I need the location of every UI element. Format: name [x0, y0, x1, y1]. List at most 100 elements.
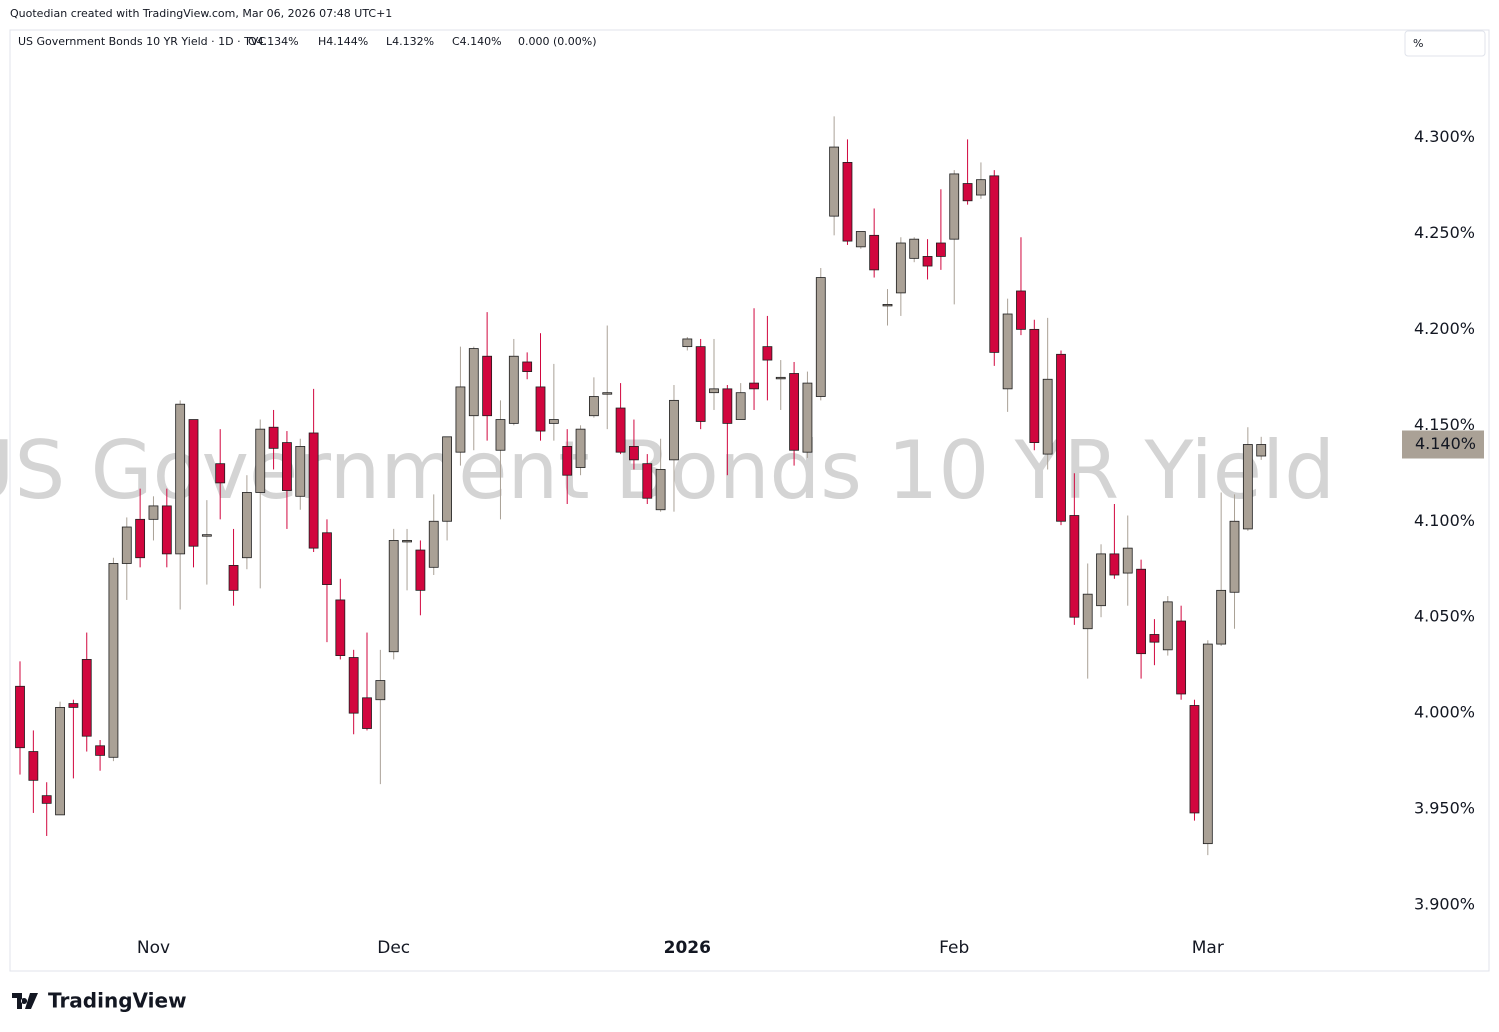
candle: [1056, 350, 1066, 526]
candle: [735, 383, 746, 420]
candle-body: [962, 183, 973, 202]
candle: [1176, 605, 1187, 700]
candle-body: [655, 469, 666, 511]
brand-name: TradingView: [48, 989, 187, 1013]
candle-body: [735, 392, 746, 420]
candle-body: [935, 242, 946, 257]
candle-body: [28, 751, 39, 781]
candle: [535, 333, 546, 441]
candle: [228, 528, 239, 606]
candle-body: [455, 386, 466, 453]
unit-button[interactable]: [1404, 30, 1486, 57]
candle: [415, 540, 426, 616]
candle: [1042, 317, 1053, 470]
candle-body: [442, 436, 452, 522]
candle: [922, 239, 933, 280]
candle: [215, 429, 226, 520]
candle-body: [1202, 643, 1213, 845]
candle: [749, 308, 759, 410]
candle-body: [108, 563, 119, 758]
candle-body: [669, 399, 679, 461]
candle-body: [482, 355, 493, 417]
candle: [308, 388, 319, 552]
candle-body: [775, 376, 786, 380]
x-tick-label: 2026: [664, 938, 711, 958]
candle-body: [629, 446, 639, 461]
candle-body: [548, 419, 559, 424]
candle: [949, 170, 960, 305]
candle: [802, 371, 813, 458]
candle-body: [268, 426, 279, 449]
y-tick-label: 3.900%: [1414, 895, 1475, 914]
candle-body: [175, 403, 186, 555]
candle-body: [815, 277, 826, 397]
candle-body: [335, 599, 346, 656]
candle: [322, 519, 332, 643]
candle: [1229, 494, 1240, 629]
candle-body: [388, 540, 399, 653]
candle-body: [1189, 705, 1200, 814]
candle: [362, 632, 372, 731]
candle-body: [602, 392, 613, 395]
candle-body: [68, 703, 79, 708]
candle: [201, 500, 212, 585]
candle: [121, 517, 132, 600]
ohlc-readout: 0.000 (0.00%): [518, 35, 597, 48]
candle-body: [949, 173, 960, 240]
candle-body: [508, 355, 519, 424]
candle: [895, 237, 906, 316]
x-tick-label: Dec: [377, 938, 410, 958]
candle: [709, 338, 719, 410]
candle: [468, 346, 479, 451]
candle: [188, 419, 199, 568]
y-tick-label: 4.300%: [1414, 127, 1475, 146]
ohlc-readout: H4.144%: [318, 35, 368, 48]
candle: [348, 649, 359, 735]
candle-body: [869, 234, 880, 271]
ohlc-readout: O4.134%: [248, 35, 299, 48]
symbol-title: US Government Bonds 10 YR Yield · 1D · T…: [18, 35, 266, 48]
candle: [428, 494, 439, 575]
y-tick-label: 4.100%: [1414, 511, 1475, 530]
candle: [508, 338, 519, 426]
candle: [562, 429, 573, 504]
candle: [402, 528, 412, 591]
candle-body: [1082, 593, 1093, 630]
candle: [241, 475, 252, 570]
y-tick-label: 4.250%: [1414, 223, 1475, 242]
candle-body: [922, 256, 933, 267]
chart-frame: [9, 29, 1490, 972]
candle: [682, 337, 693, 351]
candle-body: [829, 146, 840, 217]
candle: [962, 139, 973, 205]
candle-body: [522, 361, 533, 372]
last-price-tag: [1402, 430, 1484, 459]
candle-body: [295, 446, 306, 497]
candle-body: [375, 680, 386, 701]
y-tick-label: 4.200%: [1414, 319, 1475, 338]
candle: [1096, 544, 1106, 618]
candle-body: [282, 442, 292, 491]
candle: [669, 385, 679, 512]
candle-body: [308, 432, 319, 549]
candle: [855, 231, 866, 249]
candle-body: [562, 446, 573, 476]
candle-body: [709, 388, 719, 394]
candle-body: [322, 532, 332, 585]
candle-body: [1029, 328, 1040, 443]
candle: [135, 488, 146, 568]
candle: [1162, 596, 1173, 656]
candle: [815, 267, 826, 401]
candle: [1216, 492, 1227, 646]
candle: [41, 782, 52, 836]
candle-body: [789, 373, 799, 451]
candle-body: [95, 745, 105, 756]
candle: [1029, 319, 1040, 451]
candle: [522, 352, 533, 380]
candle-body: [695, 346, 706, 422]
candle-body: [1162, 601, 1173, 651]
candle-body: [642, 463, 653, 499]
candle-body: [1136, 568, 1146, 655]
candle-body: [255, 428, 266, 493]
candle-body: [1242, 444, 1253, 530]
